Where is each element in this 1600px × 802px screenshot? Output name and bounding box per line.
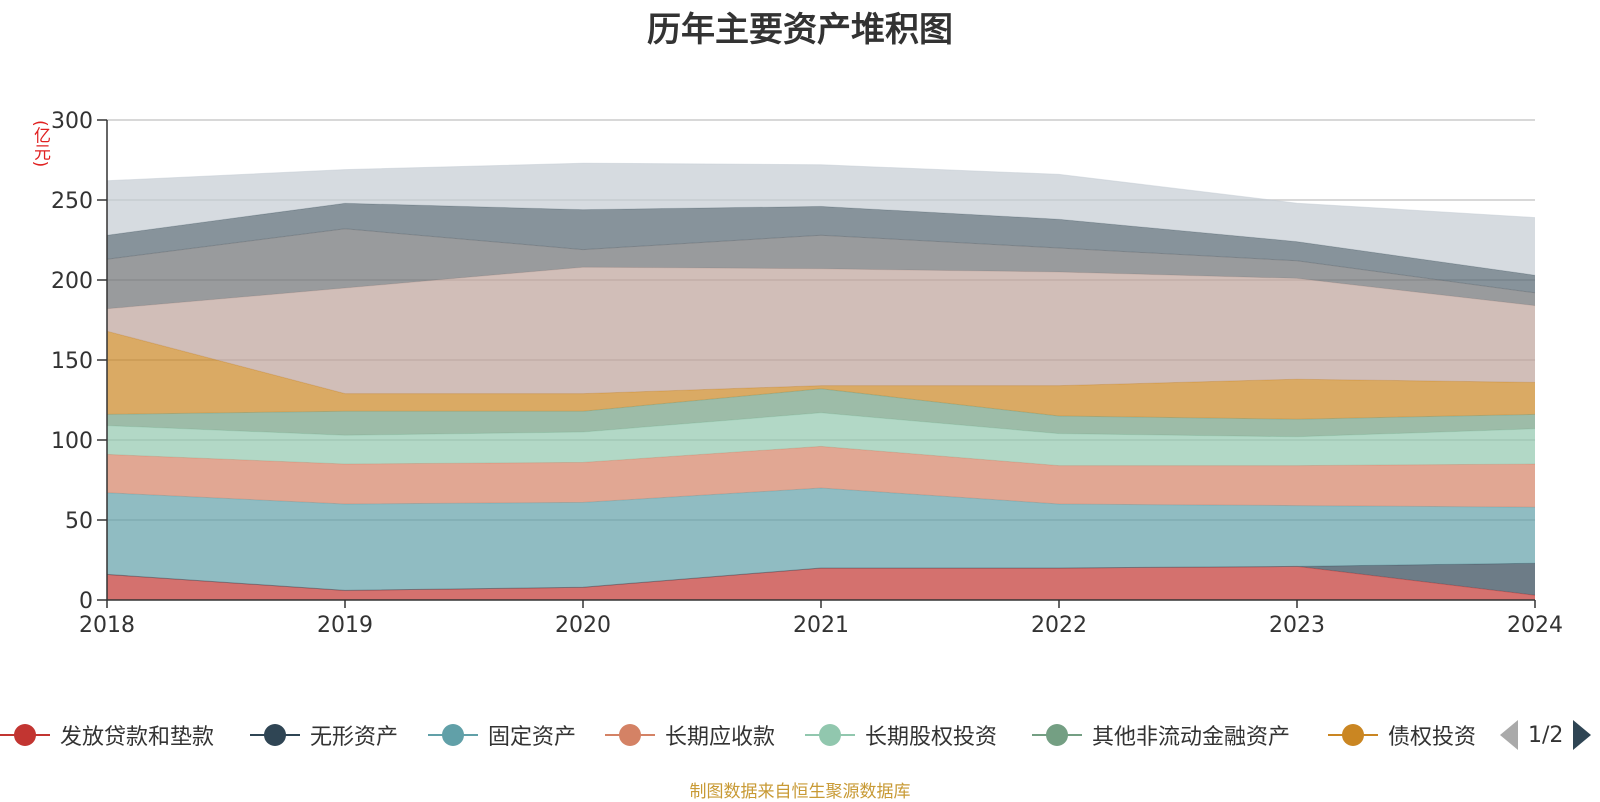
y-tick-label: 0 bbox=[79, 589, 93, 614]
area-series-7 bbox=[107, 267, 1535, 394]
source-note: 制图数据来自恒生聚源数据库 bbox=[689, 782, 911, 802]
legend-prev-page-icon[interactable] bbox=[1500, 720, 1518, 750]
legend-label: 无形资产 bbox=[310, 725, 399, 750]
chart-title: 历年主要资产堆积图 bbox=[647, 10, 953, 50]
area-series-3 bbox=[107, 446, 1535, 508]
legend-item-3[interactable]: 长期应收款 bbox=[605, 715, 775, 755]
legend-label: 长期应收款 bbox=[665, 725, 776, 750]
legend-marker-icon bbox=[0, 720, 50, 750]
area-series-1 bbox=[107, 563, 1535, 596]
legend-item-4[interactable]: 长期股权投资 bbox=[805, 715, 997, 755]
area-series-5 bbox=[107, 388, 1535, 437]
legend-label: 发放贷款和垫款 bbox=[60, 725, 215, 750]
legend: 发放贷款和垫款 无形资产 固定资产 长期应收款 长期股权投资 其他非流动金融资产 债权投资 bbox=[0, 715, 1600, 755]
legend-item-5[interactable]: 其他非流动金融资产 bbox=[1032, 715, 1290, 755]
x-tick-label: 2022 bbox=[1031, 613, 1087, 638]
x-tick-label: 2023 bbox=[1269, 613, 1325, 638]
area-series-2 bbox=[107, 488, 1535, 591]
x-tick-label: 2021 bbox=[793, 613, 849, 638]
area-series-6 bbox=[107, 331, 1535, 420]
legend-item-2[interactable]: 固定资产 bbox=[428, 715, 576, 755]
area-series bbox=[106, 162, 1536, 600]
legend-marker-icon bbox=[1032, 720, 1082, 750]
legend-item-6[interactable]: 债权投资 bbox=[1328, 715, 1476, 755]
area-series-4 bbox=[107, 412, 1535, 466]
y-tick-label: 100 bbox=[51, 429, 93, 454]
y-tick-label: 150 bbox=[51, 349, 93, 374]
legend-pager: 1/2 bbox=[1500, 718, 1592, 752]
legend-marker-icon bbox=[1328, 720, 1378, 750]
series-line-10 bbox=[106, 162, 1536, 219]
y-tick-label: 200 bbox=[51, 269, 93, 294]
legend-label: 长期股权投资 bbox=[865, 725, 998, 750]
legend-marker-icon bbox=[250, 720, 300, 750]
legend-label: 其他非流动金融资产 bbox=[1092, 725, 1291, 750]
area-series-10 bbox=[107, 163, 1535, 276]
legend-item-0[interactable]: 发放贷款和垫款 bbox=[0, 715, 214, 755]
y-tick-label: 250 bbox=[51, 189, 93, 214]
legend-next-page-icon[interactable] bbox=[1573, 720, 1592, 750]
area-series-9 bbox=[107, 203, 1535, 293]
axes: 0 50 100 150 200 250 300 2018 2019 2020 2021 2022 20… bbox=[51, 109, 1563, 638]
y-tick-label: 50 bbox=[65, 509, 93, 534]
area-series-0 bbox=[107, 566, 1535, 600]
y-axis-unit-label: (亿元) bbox=[30, 120, 50, 168]
legend-marker-icon bbox=[805, 720, 855, 750]
legend-page-indicator: 1/2 bbox=[1528, 722, 1564, 748]
legend-marker-icon bbox=[605, 720, 655, 750]
legend-label: 固定资产 bbox=[488, 725, 577, 750]
legend-label: 债权投资 bbox=[1388, 725, 1477, 750]
x-tick-label: 2024 bbox=[1507, 613, 1563, 638]
legend-marker-icon bbox=[428, 720, 478, 750]
x-tick-label: 2019 bbox=[317, 613, 373, 638]
y-tick-label: 300 bbox=[51, 109, 93, 134]
area-series-8 bbox=[107, 228, 1535, 309]
x-tick-label: 2020 bbox=[555, 613, 611, 638]
legend-item-1[interactable]: 无形资产 bbox=[250, 715, 398, 755]
x-tick-label: 2018 bbox=[79, 613, 135, 638]
